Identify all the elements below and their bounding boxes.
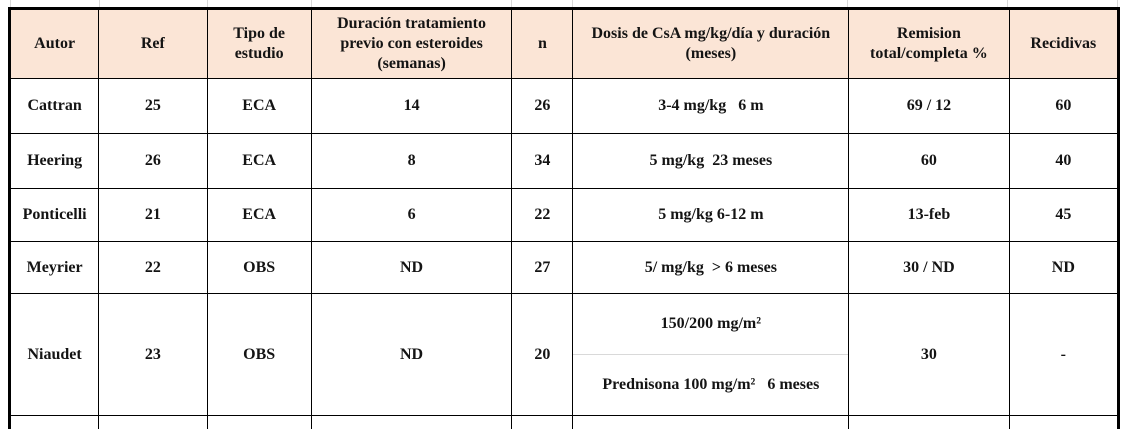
col-header-remision: Remision total/completa % [848,8,1010,79]
cell-tipo: OBS [206,293,312,416]
col-header-autor: Autor [8,8,100,79]
studies-table: Autor Ref Tipo de estudio Duración trata… [8,7,1120,429]
dose-two-line: 150/200 mg/m² Prednisona 100 mg/m² 6 mes… [573,294,849,415]
cell-dosis: 6 mg/kg 6 meses [572,415,850,429]
cell-dosis: 5 mg/kg 23 meses [572,133,850,189]
cell-n: 20 [511,293,574,416]
cell-ref: 25 [98,78,208,134]
header-row: Autor Ref Tipo de estudio Duración trata… [8,8,1120,79]
table-row: Meyrier 22 OBS ND 27 5/ mg/kg > 6 meses … [8,241,1120,294]
cell-dosis: 150/200 mg/m² Prednisona 100 mg/m² 6 mes… [572,293,850,416]
cell-n: 26 [511,78,574,134]
cell-ref: 23 [98,293,208,416]
cell-remision: 13-feb [848,188,1010,242]
cell-dosis: 5/ mg/kg > 6 meses [572,241,850,294]
cell-tipo: ECA [206,78,312,134]
table-row: Cattran 25 ECA 14 26 3-4 mg/kg 6 m 69 / … [8,78,1120,134]
col-header-recidivas: Recidivas [1008,8,1120,79]
cell-recidivas: ND [1008,241,1120,294]
dose-line-1: 150/200 mg/m² [660,315,762,332]
table-row: Niaudet 23 OBS ND 20 150/200 mg/m² Predn… [8,293,1120,416]
col-header-duracion: Duración tratamiento previo con esteroid… [310,8,513,79]
col-header-tipo: Tipo de estudio [206,8,312,79]
table-row: Lieberman 24 ECA 4 15 6 mg/kg 6 meses 66… [8,415,1120,429]
cell-ref: 22 [98,241,208,294]
cell-recidivas: - [1008,293,1120,416]
cell-remision: 60 [848,133,1010,189]
cell-duracion: 8 [310,133,513,189]
cell-ref: 24 [98,415,208,429]
cell-n: 15 [511,415,574,429]
cell-autor: Niaudet [8,293,100,416]
cell-recidivas: ND [1008,415,1120,429]
cell-n: 27 [511,241,574,294]
cell-remision: 30 [848,293,1010,416]
cell-duracion: ND [310,293,513,416]
col-header-n: n [511,8,574,79]
cell-recidivas: 40 [1008,133,1120,189]
cell-remision: 30 / ND [848,241,1010,294]
cell-dosis: 3-4 mg/kg 6 m [572,78,850,134]
table-row: Heering 26 ECA 8 34 5 mg/kg 23 meses 60 … [8,133,1120,189]
cell-duracion: 4 [310,415,513,429]
cell-duracion: 6 [310,188,513,242]
cell-autor: Lieberman [8,415,100,429]
dose-line-2: Prednisona 100 mg/m² 6 meses [573,354,849,415]
table-header: Autor Ref Tipo de estudio Duración trata… [8,8,1120,79]
table-body: Cattran 25 ECA 14 26 3-4 mg/kg 6 m 69 / … [8,78,1120,429]
cell-recidivas: 60 [1008,78,1120,134]
cell-tipo: ECA [206,133,312,189]
cell-ref: 21 [98,188,208,242]
cell-dosis: 5 mg/kg 6-12 m [572,188,850,242]
col-header-dosis: Dosis de CsA mg/kg/día y duración (meses… [572,8,850,79]
cell-autor: Meyrier [8,241,100,294]
cell-tipo: ECA [206,188,312,242]
cell-n: 34 [511,133,574,189]
cell-remision: 69 / 12 [848,78,1010,134]
cell-autor: Cattran [8,78,100,134]
cell-tipo: OBS [206,241,312,294]
cell-duracion: ND [310,241,513,294]
cell-n: 22 [511,188,574,242]
col-header-ref: Ref [98,8,208,79]
cell-autor: Heering [8,133,100,189]
cell-duracion: 14 [310,78,513,134]
cell-recidivas: 45 [1008,188,1120,242]
cell-ref: 26 [98,133,208,189]
cell-tipo: ECA [206,415,312,429]
cell-remision: 66,6 [848,415,1010,429]
table-row: Ponticelli 21 ECA 6 22 5 mg/kg 6-12 m 13… [8,188,1120,242]
cell-autor: Ponticelli [8,188,100,242]
